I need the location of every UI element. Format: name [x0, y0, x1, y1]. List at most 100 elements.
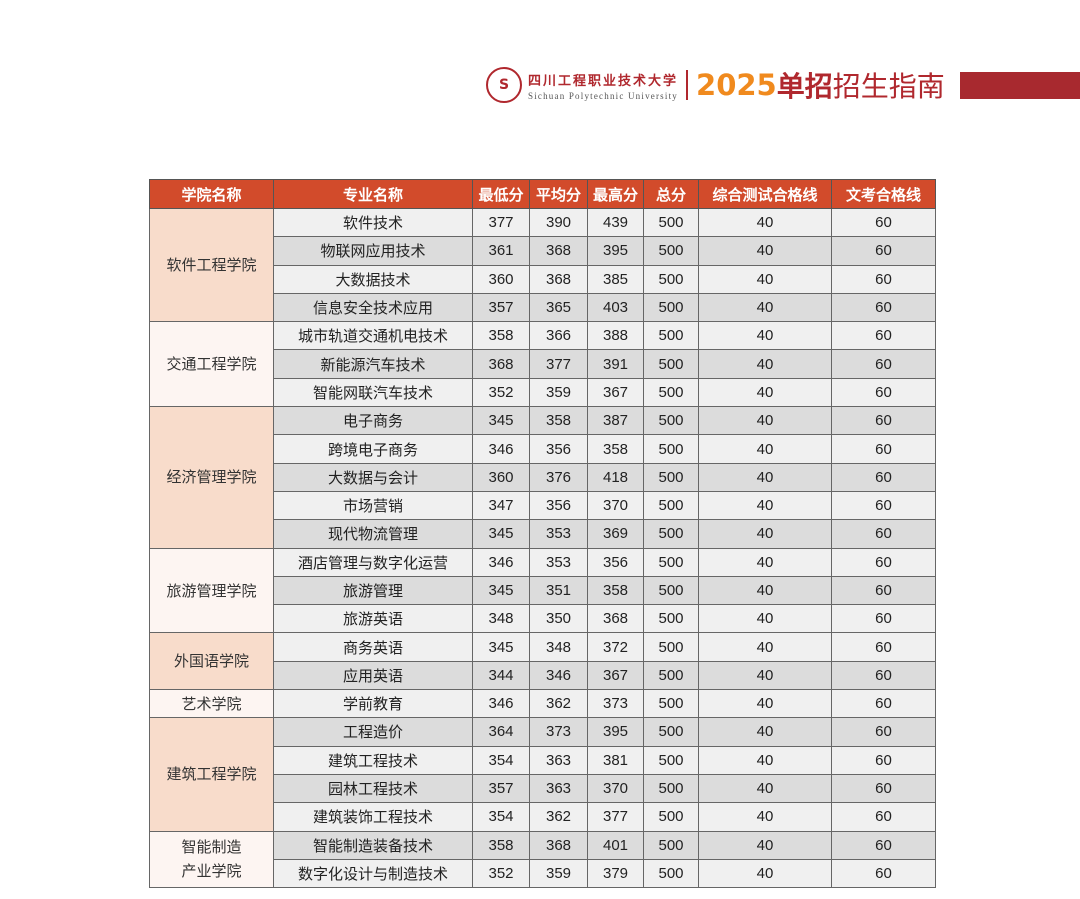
- score-cell: 381: [587, 745, 644, 775]
- score-cell: 344: [472, 660, 530, 691]
- score-cell: 40: [698, 207, 832, 238]
- score-cell: 40: [698, 519, 832, 549]
- score-cell: 60: [831, 717, 936, 747]
- page-header: S 四川工程职业技术大学 Sichuan Polytechnic Univers…: [486, 62, 945, 108]
- score-cell: 358: [587, 575, 644, 606]
- score-cell: 352: [472, 858, 530, 889]
- college-name-cell: 外国语学院: [149, 632, 274, 691]
- score-cell: 60: [831, 321, 936, 351]
- score-cell: 40: [698, 858, 832, 889]
- score-cell: 40: [698, 689, 832, 719]
- college-name-cell: 智能制造 产业学院: [149, 830, 274, 889]
- score-cell: 500: [643, 632, 699, 662]
- score-cell: 60: [831, 377, 936, 408]
- college-name-cell: 艺术学院: [149, 689, 274, 719]
- score-cell: 388: [587, 321, 644, 351]
- score-cell: 60: [831, 490, 936, 521]
- score-cell: 362: [529, 802, 588, 832]
- score-cell: 360: [472, 462, 530, 492]
- score-cell: 40: [698, 406, 832, 436]
- major-name-cell: 智能制造装备技术: [273, 830, 473, 860]
- college-name-cell: 交通工程学院: [149, 321, 274, 408]
- table-row: 智能制造 产业学院 智能制造装备技术 358 368 401 500 40 60: [149, 830, 936, 889]
- score-cell: 359: [529, 858, 588, 889]
- table-row: 软件工程学院 软件技术 377 390 439 500 40 60: [149, 207, 936, 323]
- major-name-cell: 城市轨道交通机电技术: [273, 321, 473, 351]
- score-cell: 40: [698, 236, 832, 266]
- table-row: 市场营销 347 356 370 500 40 60: [150, 490, 936, 521]
- score-cell: 363: [529, 745, 588, 775]
- score-cell: 40: [698, 830, 832, 860]
- score-cell: 377: [587, 802, 644, 832]
- major-name-cell: 新能源汽车技术: [273, 349, 473, 379]
- score-cell: 350: [529, 604, 588, 634]
- college-name-cell: 旅游管理学院: [149, 547, 274, 634]
- header-divider: [686, 70, 689, 100]
- score-cell: 40: [698, 321, 832, 351]
- score-cell: 345: [472, 519, 530, 549]
- score-cell: 358: [472, 321, 530, 351]
- major-name-cell: 跨境电子商务: [273, 434, 473, 464]
- score-cell: 379: [587, 858, 644, 889]
- score-cell: 352: [472, 377, 530, 408]
- table-row: 交通工程学院 城市轨道交通机电技术 358 366 388 500 40 60: [149, 321, 936, 408]
- score-cell: 500: [643, 773, 699, 804]
- score-cell: 60: [831, 434, 936, 464]
- score-cell: 60: [831, 547, 936, 577]
- score-cell: 40: [698, 660, 832, 691]
- score-cell: 40: [698, 717, 832, 747]
- score-cell: 40: [698, 604, 832, 634]
- score-cell: 60: [831, 773, 936, 804]
- column-header: 平均分: [529, 179, 588, 209]
- score-cell: 500: [643, 434, 699, 464]
- score-cell: 500: [643, 519, 699, 549]
- score-cell: 368: [529, 264, 588, 294]
- university-name-en: Sichuan Polytechnic University: [528, 90, 678, 101]
- university-name-cn: 四川工程职业技术大学: [528, 73, 679, 89]
- score-cell: 60: [831, 802, 936, 832]
- score-cell: 346: [472, 547, 530, 577]
- column-header: 专业名称: [273, 179, 473, 209]
- score-cell: 346: [472, 689, 530, 719]
- major-name-cell: 建筑装饰工程技术: [273, 802, 473, 832]
- column-header: 综合测试合格线: [698, 179, 832, 209]
- score-cell: 40: [698, 462, 832, 492]
- score-cell: 360: [472, 264, 530, 294]
- score-cell: 500: [643, 604, 699, 634]
- score-cell: 356: [587, 547, 644, 577]
- score-cell: 346: [472, 434, 530, 464]
- score-cell: 351: [529, 575, 588, 606]
- table-row: 旅游管理 345 351 358 500 40 60: [150, 575, 936, 606]
- score-cell: 346: [529, 660, 588, 691]
- score-cell: 353: [529, 547, 588, 577]
- table-row: 数字化设计与制造技术 352 359 379 500 40 60: [150, 858, 936, 889]
- score-cell: 361: [472, 236, 530, 266]
- score-cell: 377: [472, 207, 530, 238]
- score-cell: 40: [698, 632, 832, 662]
- score-cell: 500: [643, 802, 699, 832]
- score-cell: 363: [529, 773, 588, 804]
- score-cell: 359: [529, 377, 588, 408]
- score-cell: 500: [643, 858, 699, 889]
- score-cell: 60: [831, 264, 936, 294]
- table-row: 园林工程技术 357 363 370 500 40 60: [150, 773, 936, 804]
- table-row: 建筑工程学院 工程造价 364 373 395 500 40 60: [149, 717, 936, 832]
- column-header: 总分: [643, 179, 699, 209]
- admission-scores-table: 学院名称 专业名称 最低分 平均分 最高分 总分 综合测试合格线 文考合格线 软件工程学院 软件…: [149, 179, 936, 889]
- score-cell: 357: [472, 292, 530, 323]
- score-cell: 500: [643, 575, 699, 606]
- score-cell: 500: [643, 689, 699, 719]
- table-row: 信息安全技术应用 357 365 403 500 40 60: [150, 292, 936, 323]
- score-cell: 40: [698, 434, 832, 464]
- score-cell: 403: [587, 292, 644, 323]
- score-cell: 60: [831, 207, 936, 238]
- university-name: 四川工程职业技术大学 Sichuan Polytechnic Universit…: [528, 70, 678, 101]
- score-cell: 401: [587, 830, 644, 860]
- score-cell: 358: [529, 406, 588, 436]
- score-cell: 60: [831, 660, 936, 691]
- score-cell: 345: [472, 575, 530, 606]
- table-row: 跨境电子商务 346 356 358 500 40 60: [150, 434, 936, 464]
- column-header: 最低分: [472, 179, 530, 209]
- major-name-cell: 旅游英语: [273, 604, 473, 634]
- score-cell: 387: [587, 406, 644, 436]
